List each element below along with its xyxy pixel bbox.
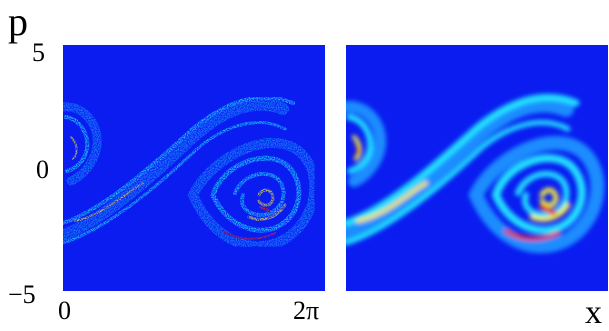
smooth-diagonal-band-low [346, 120, 571, 246]
x-axis-label: x [585, 294, 602, 331]
y-tick-middle: 0 [36, 155, 49, 184]
smooth-left-curl-inner [346, 114, 374, 174]
diagonal-band-outer [63, 98, 289, 241]
left-curl-band [63, 102, 102, 186]
diagonal-band-mid [63, 95, 295, 225]
y-axis-label-text: p [8, 0, 28, 44]
vortex-peak-spot [259, 205, 271, 213]
left-density-plot [63, 95, 320, 252]
diagonal-band-hot [74, 182, 144, 222]
x-tick-right: 2π [293, 296, 320, 325]
smooth-vortex-core [539, 187, 559, 208]
left-curl-inner [64, 115, 90, 173]
smooth-vortex-peak-spot [539, 204, 557, 216]
vortex-mid [210, 155, 302, 233]
smooth-diagonal-band-hot [356, 181, 428, 223]
vortex-outer [187, 138, 320, 252]
vortex-core [257, 188, 275, 207]
x-tick-left: 0 [58, 296, 71, 325]
smooth-vortex-mid [491, 154, 586, 235]
smooth-vortex-peak-arc [504, 229, 560, 241]
smooth-vortex-outer [468, 136, 605, 254]
smooth-vortex-inner [515, 171, 570, 219]
vortex-hot-arc [247, 203, 287, 221]
vortex-peak-arc [222, 230, 276, 240]
smooth-vortex-hot-arc [529, 202, 571, 222]
right-density-panel [346, 45, 608, 291]
y-axis-label-subscript: 5 [32, 38, 45, 67]
y-axis-label: p [8, 2, 28, 42]
smooth-diagonal-band-mid [346, 93, 580, 227]
left-curl-core [70, 136, 78, 160]
smooth-left-curl-peak [355, 144, 359, 156]
smooth-diagonal-band-outer [346, 96, 574, 243]
diagonal-band-low [63, 121, 287, 245]
smooth-left-curl-core [352, 135, 362, 161]
y-tick-bottom: −5 [8, 280, 36, 309]
smooth-left-curl-band [346, 100, 387, 187]
left-density-panel [63, 45, 325, 291]
vortex-inner [233, 172, 286, 218]
right-density-plot [346, 93, 605, 254]
